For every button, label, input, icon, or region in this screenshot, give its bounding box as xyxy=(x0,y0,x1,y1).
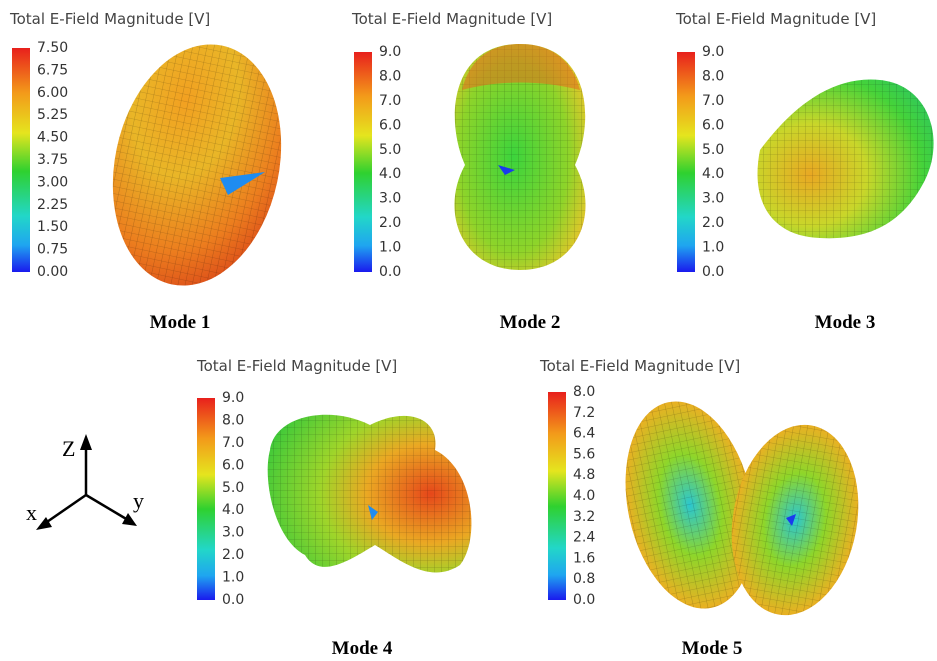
colorbar-tick-label: 2.0 xyxy=(702,215,724,231)
colorbar-tick-label: 1.0 xyxy=(379,240,401,256)
colorbar-tick-label: 8.0 xyxy=(573,384,595,400)
colorbar-tick-label: 5.6 xyxy=(573,446,595,462)
colorbar-tick-label: 2.25 xyxy=(37,197,68,213)
colorbar-title: Total E-Field Magnitude [V] xyxy=(196,357,397,375)
colorbar-tick-label: 8.0 xyxy=(222,412,244,428)
colorbar-tick-label: 4.0 xyxy=(702,166,724,182)
pattern-mode-5 xyxy=(608,389,873,625)
colorbar-tick-label: 4.50 xyxy=(37,130,68,146)
colorbar-tick-label: 6.0 xyxy=(222,457,244,473)
colorbar-tick-label: 0.0 xyxy=(379,264,401,280)
figure: Z x y Total E-Field Magnitude [V] 7.50 6.7… xyxy=(0,0,937,661)
colorbar-tick-label: 0.0 xyxy=(222,592,244,608)
page: {"panels": [ {"title": "Total E-Field Ma… xyxy=(0,0,937,661)
colorbar xyxy=(12,48,30,272)
colorbar-tick-label: 9.0 xyxy=(222,390,244,406)
colorbar xyxy=(354,52,372,272)
colorbar-tick-label: 4.0 xyxy=(379,166,401,182)
colorbar-tick-label: 8.0 xyxy=(379,68,401,84)
colorbar-tick-label: 1.0 xyxy=(222,570,244,586)
colorbar-tick-label: 4.0 xyxy=(222,502,244,518)
axis-label-z: Z xyxy=(62,436,75,461)
colorbar-tick-label: 2.0 xyxy=(379,215,401,231)
colorbar-title: Total E-Field Magnitude [V] xyxy=(9,10,210,28)
pattern-mode-4 xyxy=(268,415,472,573)
colorbar-tick-label: 4.0 xyxy=(573,488,595,504)
colorbar-tick-label: 3.75 xyxy=(37,152,68,168)
colorbar-tick-label: 9.0 xyxy=(702,44,724,60)
mode-caption: Mode 1 xyxy=(150,312,211,333)
colorbar-tick-label: 5.0 xyxy=(222,480,244,496)
pattern-mode-1 xyxy=(91,29,302,302)
colorbar-tick-label: 6.4 xyxy=(573,426,595,442)
colorbar-tick-label: 3.0 xyxy=(702,191,724,207)
colorbar-tick-label: 6.75 xyxy=(37,62,68,78)
mode-caption: Mode 3 xyxy=(815,312,876,333)
colorbar-tick-label: 8.0 xyxy=(702,68,724,84)
colorbar-tick-label: 7.0 xyxy=(222,435,244,451)
colorbar-tick-label: 1.0 xyxy=(702,240,724,256)
axis-label-x: x xyxy=(26,500,37,525)
colorbar-tick-label: 3.00 xyxy=(37,174,68,190)
colorbar xyxy=(197,398,215,600)
colorbar-tick-label: 6.0 xyxy=(379,117,401,133)
colorbar-tick-label: 9.0 xyxy=(379,44,401,60)
colorbar-tick-label: 7.2 xyxy=(573,405,595,421)
colorbar-tick-label: 3.2 xyxy=(573,509,595,525)
colorbar xyxy=(677,52,695,272)
colorbar-tick-label: 6.0 xyxy=(702,117,724,133)
colorbar-tick-label: 2.4 xyxy=(573,530,595,546)
colorbar-tick-label: 2.0 xyxy=(222,547,244,563)
colorbar-tick-label: 0.00 xyxy=(37,264,68,280)
colorbar-tick-label: 3.0 xyxy=(379,191,401,207)
colorbar-tick-label: 1.50 xyxy=(37,219,68,235)
mode-caption: Mode 4 xyxy=(332,638,393,659)
colorbar xyxy=(548,392,566,600)
colorbar-tick-label: 7.50 xyxy=(37,40,68,56)
colorbar-tick-label: 5.0 xyxy=(702,142,724,158)
colorbar-tick-label: 5.25 xyxy=(37,107,68,123)
colorbar-tick-label: 1.6 xyxy=(573,550,595,566)
colorbar-tick-label: 7.0 xyxy=(702,93,724,109)
colorbar-tick-label: 3.0 xyxy=(222,525,244,541)
pattern-mode-3 xyxy=(758,80,934,239)
colorbar-title: Total E-Field Magnitude [V] xyxy=(351,10,552,28)
colorbar-tick-label: 0.0 xyxy=(702,264,724,280)
colorbar-title: Total E-Field Magnitude [V] xyxy=(675,10,876,28)
colorbar-tick-label: 4.8 xyxy=(573,467,595,483)
colorbar-tick-label: 0.0 xyxy=(573,592,595,608)
mode-caption: Mode 5 xyxy=(682,638,743,659)
colorbar-title: Total E-Field Magnitude [V] xyxy=(539,357,740,375)
colorbar-tick-label: 0.75 xyxy=(37,242,68,258)
axes-icon xyxy=(36,434,137,530)
mode-caption: Mode 2 xyxy=(500,312,561,333)
colorbar-tick-label: 6.00 xyxy=(37,85,68,101)
axis-label-y: y xyxy=(133,488,144,513)
colorbar-tick-label: 0.8 xyxy=(573,571,595,587)
colorbar-tick-label: 7.0 xyxy=(379,93,401,109)
pattern-mode-2 xyxy=(454,44,585,270)
colorbar-tick-label: 5.0 xyxy=(379,142,401,158)
